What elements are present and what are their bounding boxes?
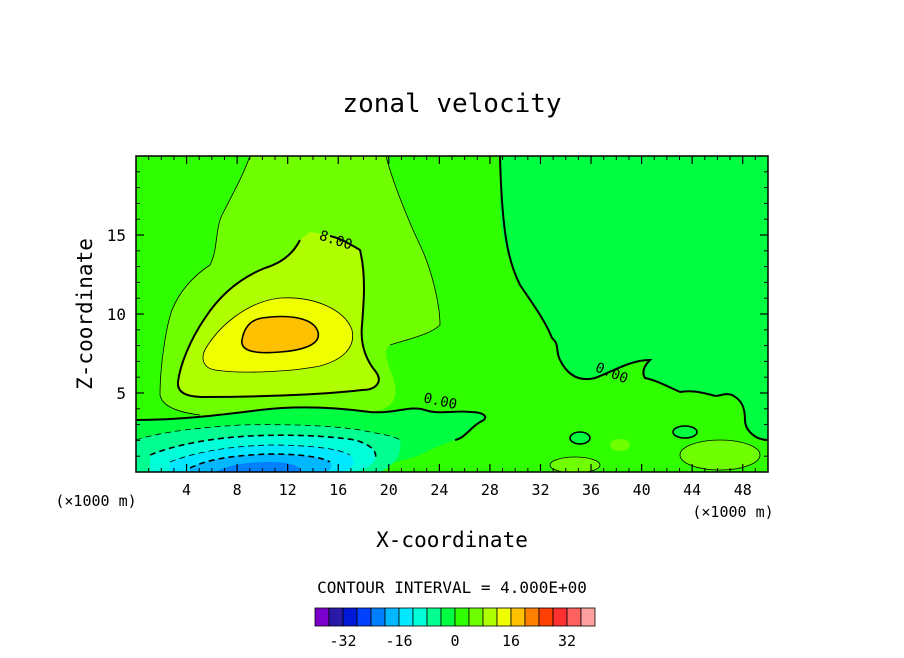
contour-line-16	[241, 315, 320, 354]
contour-line-patch	[549, 456, 601, 472]
chart-title: zonal velocity	[342, 89, 561, 119]
contour-patch	[673, 426, 697, 438]
y-tick-label: 10	[107, 305, 126, 324]
colorbar-swatch	[482, 607, 498, 627]
contour-line-8	[176, 235, 380, 399]
contour-lines	[136, 156, 768, 472]
x-tick-label: 4	[182, 481, 191, 499]
colorbar-swatch	[342, 607, 358, 627]
colorbar-swatch	[566, 607, 582, 627]
x-tick-label: 12	[279, 481, 297, 499]
x-axis-label: X-coordinate	[376, 528, 528, 552]
contour-line-12	[202, 297, 354, 373]
colorbar-swatch	[314, 607, 330, 627]
colorbar-swatch	[328, 607, 344, 627]
contour-line-patch	[679, 439, 761, 471]
colorbar-tick-label: 0	[450, 632, 459, 650]
colorbar-swatch	[440, 607, 456, 627]
contour-line-patch	[672, 425, 698, 439]
x-tick-label: 16	[329, 481, 347, 499]
contour-patch	[680, 440, 760, 470]
x-tick-label: 40	[633, 481, 651, 499]
colorbar-swatch	[580, 607, 596, 627]
colorbar-swatch	[384, 607, 400, 627]
contour-line-4b	[385, 156, 441, 346]
colorbar-swatch	[552, 607, 568, 627]
x-tick-label: 36	[582, 481, 600, 499]
x-unit-label-right: (×1000 m)	[692, 503, 773, 521]
colorbar-swatch	[454, 607, 470, 627]
contour-line-neg12	[169, 444, 351, 463]
colorbar-tick-label: 32	[558, 632, 576, 650]
colorbar-tick-label: 16	[502, 632, 520, 650]
contour-line-neg8	[149, 434, 377, 461]
x-tick-label: 8	[233, 481, 242, 499]
x-axis-ticks: 4 8 12 16 20 24 28 32 36 40 44 48	[148, 156, 756, 499]
colorbar-tick-label: -16	[385, 632, 412, 650]
colorbar-swatch	[370, 607, 386, 627]
contour-fill-16	[241, 316, 319, 353]
x-tick-label: 20	[380, 481, 398, 499]
colorbar-tick-labels: -32 -16 0 16 32	[329, 632, 576, 650]
contour-label: 0.00	[422, 390, 458, 413]
y-tick-label: 15	[107, 226, 126, 245]
contour-line-4	[159, 156, 251, 416]
colorbar-swatch	[468, 607, 484, 627]
y-axis-ticks: 5 10 15	[107, 171, 768, 457]
colorbar-swatch	[496, 607, 512, 627]
contour-patch	[610, 439, 630, 451]
x-tick-label: 28	[481, 481, 499, 499]
contour-line-neg4	[136, 424, 401, 441]
x-tick-label: 32	[531, 481, 549, 499]
colorbar-swatch	[412, 607, 428, 627]
colorbar-swatch	[426, 607, 442, 627]
colorbar-tick-label: -32	[329, 632, 356, 650]
contour-line-0-bottom	[136, 406, 487, 441]
contour-interval-label: CONTOUR INTERVAL = 4.000E+00	[317, 578, 587, 597]
colorbar	[314, 607, 596, 627]
y-axis-label: Z-coordinate	[73, 238, 97, 390]
y-tick-label: 5	[116, 384, 126, 403]
contour-patch	[570, 432, 590, 444]
colorbar-swatch	[398, 607, 414, 627]
contour-patch	[550, 457, 600, 472]
x-tick-label: 48	[734, 481, 752, 499]
colorbar-swatch	[356, 607, 372, 627]
contour-line-neg16	[189, 453, 331, 469]
colorbar-swatch	[510, 607, 526, 627]
x-unit-label-left: (×1000 m)	[55, 492, 136, 510]
contour-line-patch	[569, 431, 591, 445]
colorbar-swatch	[524, 607, 540, 627]
x-tick-label: 24	[430, 481, 448, 499]
x-tick-label: 44	[683, 481, 701, 499]
plot-area: 8.000.000.00	[136, 156, 768, 472]
colorbar-swatch	[538, 607, 554, 627]
contour-line-0	[499, 156, 768, 441]
